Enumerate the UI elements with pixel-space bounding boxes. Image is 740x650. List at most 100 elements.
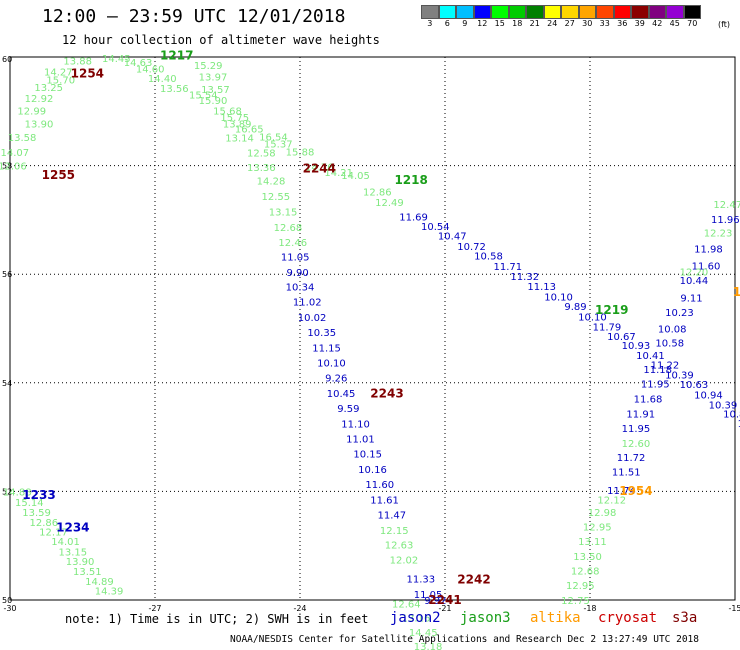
wave-height-value: 11.32 xyxy=(510,272,539,283)
map-frame xyxy=(9,56,736,601)
wave-height-value: 15.14 xyxy=(15,498,44,509)
wave-height-value: 12.02 xyxy=(390,556,419,567)
wave-height-value: 15.54 xyxy=(189,90,218,101)
wave-height-value: 10.47 xyxy=(438,231,467,242)
wave-height-value: 15.88 xyxy=(286,147,315,158)
pass-number-label: 1953 xyxy=(733,285,740,299)
pass-number-label: 1233 xyxy=(22,488,55,502)
latitude-tick-label: 58 xyxy=(2,162,12,171)
pass-number-label: 2242 xyxy=(457,573,490,587)
wave-height-value: 11.72 xyxy=(617,453,646,464)
wave-height-value: 15.68 xyxy=(213,107,242,118)
scale-swatch xyxy=(473,5,491,19)
scale-label: 21 xyxy=(529,19,540,28)
wave-height-value: 13.90 xyxy=(25,120,54,131)
wave-height-value: 11.95 xyxy=(641,380,670,391)
wave-height-value: 11.01 xyxy=(346,435,375,446)
wave-height-value: 11.69 xyxy=(399,212,428,223)
wave-height-value: 13.25 xyxy=(34,83,63,94)
wave-height-value: 9.89 xyxy=(564,302,586,313)
wave-height-value: 12.86 xyxy=(363,187,392,198)
wave-height-value: 11.60 xyxy=(365,480,394,491)
wave-height-value: 11.96 xyxy=(711,215,740,226)
wave-height-value: 11.68 xyxy=(634,394,663,405)
wave-height-value: 12.15 xyxy=(380,526,409,537)
scale-swatch xyxy=(508,5,526,19)
wave-height-value: 10.02 xyxy=(298,313,327,324)
wave-height-value: 12.49 xyxy=(375,198,404,209)
wave-height-value: 10.10 xyxy=(578,312,607,323)
page-subtitle: 12 hour collection of altimeter wave hei… xyxy=(62,33,380,47)
scale-swatch xyxy=(578,5,596,19)
longitude-tick-label: -18 xyxy=(583,604,596,613)
scale-label: 3 xyxy=(427,19,433,28)
scale-swatch xyxy=(666,5,684,19)
color-scale: 3 6 9 12 15 18 21 24 27 30 33 36 39 42 45 70 xyxy=(421,5,701,28)
wave-height-value: 15.90 xyxy=(199,96,228,107)
pass-number-label: 1218 xyxy=(394,173,427,187)
wave-height-value: 9.11 xyxy=(680,293,702,304)
scale-swatch xyxy=(596,5,614,19)
wave-height-value: 10.87 xyxy=(723,410,740,421)
wave-height-value: 15.37 xyxy=(264,140,293,151)
pass-number-label: 1219 xyxy=(595,303,628,317)
wave-height-value: 11.51 xyxy=(612,468,641,479)
scale-label: 45 xyxy=(669,19,680,28)
wave-height-value: 13.59 xyxy=(22,508,51,519)
wave-height-value: 14.21 xyxy=(324,168,353,179)
scale-swatch xyxy=(683,5,701,19)
wave-height-value: 13.36 xyxy=(247,163,276,174)
footer-credit: NOAA/NESDIS Center for Satellite Applica… xyxy=(230,634,699,645)
scale-label: 18 xyxy=(512,19,523,28)
wave-height-value: 11.95 xyxy=(622,424,651,435)
scale-swatch xyxy=(526,5,544,19)
wave-height-value: 11.74 xyxy=(607,486,636,497)
satellite-legend-altika: altika xyxy=(530,610,581,626)
wave-height-value: 14.01 xyxy=(51,537,80,548)
wave-height-value: 11.98 xyxy=(694,244,723,255)
wave-height-value: 12.20 xyxy=(680,267,709,278)
wave-height-value: 12.63 xyxy=(385,540,414,551)
wave-height-value: 13.57 xyxy=(201,85,230,96)
wave-height-value: 10.35 xyxy=(307,328,336,339)
scale-swatch xyxy=(648,5,666,19)
pass-number-label: 1234 xyxy=(56,521,89,535)
wave-height-value: 10.08 xyxy=(658,324,687,335)
wave-height-value: 10.39 xyxy=(665,370,694,381)
wave-height-value: 15.70 xyxy=(46,76,75,87)
scale-label: 42 xyxy=(652,19,663,28)
wave-height-value: 10.16 xyxy=(358,465,387,476)
scale-label: 36 xyxy=(617,19,628,28)
wave-height-value: 12.06 xyxy=(0,161,27,172)
scale-label: 27 xyxy=(564,19,575,28)
pass-number-label: 2244 xyxy=(303,162,336,176)
wave-height-value: 11.71 xyxy=(494,262,523,273)
wave-height-value: 9.90 xyxy=(286,268,308,279)
scale-label: 15 xyxy=(494,19,505,28)
scale-label: 39 xyxy=(634,19,645,28)
latitude-tick-label: 50 xyxy=(2,596,12,605)
wave-height-value: 11.13 xyxy=(527,282,556,293)
wave-height-value: 11.33 xyxy=(407,575,436,586)
wave-height-value: 12.55 xyxy=(262,192,291,203)
pass-number-label: 1954 xyxy=(619,484,652,498)
longitude-tick-label: -24 xyxy=(293,604,306,613)
wave-height-value: 9.26 xyxy=(325,374,347,385)
wave-height-value: 10.64 xyxy=(738,419,740,430)
wave-height-value: 14.88 xyxy=(3,488,32,499)
wave-height-value: 11.91 xyxy=(626,410,655,421)
scale-swatch xyxy=(631,5,649,19)
wave-height-value: 11.05 xyxy=(281,253,310,264)
scale-swatch xyxy=(613,5,631,19)
wave-height-value: 11.61 xyxy=(370,495,399,506)
wave-height-value: 12.92 xyxy=(25,94,54,105)
scale-label: 33 xyxy=(599,19,610,28)
wave-height-value: 12.23 xyxy=(704,229,733,240)
wave-height-value: 11.60 xyxy=(692,261,721,272)
satellite-legend-cryosat: cryosat xyxy=(598,610,658,626)
wave-height-value: 16.65 xyxy=(235,124,264,135)
satellite-legend-jason2: jason2 xyxy=(390,610,441,626)
pass-number-label: 2243 xyxy=(370,386,403,400)
wave-height-value: 11.79 xyxy=(593,323,622,334)
wave-height-value: 12.68 xyxy=(571,566,600,577)
